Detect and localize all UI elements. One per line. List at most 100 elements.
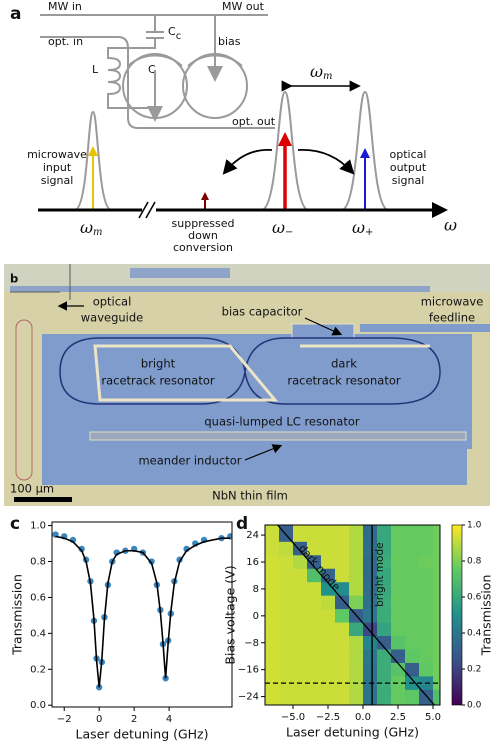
colorbar-tick-label: 0.4 [467, 629, 482, 639]
heatmap-cell [391, 689, 406, 705]
heatmap-cell [293, 662, 308, 677]
colorbar-tick-label: 0.8 [467, 557, 482, 567]
heatmap-cell [391, 582, 406, 597]
mode-line [277, 525, 435, 705]
y-tick-label: 16 [246, 557, 259, 568]
heatmap-cell [419, 622, 434, 637]
heatmap-cell [405, 541, 420, 556]
heatmap-cell [363, 649, 378, 664]
heatmap-cell [377, 649, 392, 664]
heatmap-cell [433, 662, 440, 677]
label: signal [41, 174, 74, 187]
heatmap-cell [349, 595, 364, 610]
heatmap-cell [293, 525, 308, 543]
heatmap-cell [433, 568, 440, 583]
panel-label: b [10, 272, 18, 286]
curve-arrow [297, 149, 355, 175]
heatmap-cell [293, 582, 308, 597]
heatmap-cell [307, 541, 322, 556]
label: optical [390, 148, 427, 161]
y-tick-label: −24 [238, 692, 259, 703]
heatmap-cell [279, 609, 294, 624]
x-tick-label: −2 [57, 714, 72, 725]
heatmap-cell [265, 609, 280, 624]
heatmap-cell [433, 525, 440, 543]
heatmap-cell [363, 541, 378, 556]
heatmap-cell [405, 525, 420, 543]
heatmap-cell [321, 525, 336, 543]
colorbar-tick-label: 0.0 [467, 701, 482, 711]
heatmap-cell [419, 662, 434, 677]
x-axis-label: Laser detuning (GHz) [75, 727, 208, 742]
label: dark [331, 357, 357, 371]
label: quasi-lumped LC resonator [204, 415, 360, 429]
heatmap-cell [321, 555, 336, 570]
label: bias capacitor [222, 305, 303, 319]
heatmap-cell [307, 568, 322, 583]
peak [74, 110, 112, 211]
heatmap-cell [335, 622, 350, 637]
panel-label: d [236, 514, 248, 534]
plot-frame [264, 524, 441, 706]
heatmap-cell [349, 555, 364, 570]
heatmap-cell [377, 662, 392, 677]
label: signal [392, 174, 425, 187]
heatmap-cell [321, 622, 336, 637]
heatmap-cell [335, 689, 350, 705]
heatmap-cell [377, 636, 392, 650]
heatmap-cell [335, 649, 350, 664]
axis-label: ωm [80, 218, 103, 238]
label: conversion [173, 241, 233, 254]
heatmap-cell [433, 555, 440, 570]
heatmap-cell [363, 582, 378, 597]
heatmap-cell [419, 582, 434, 597]
colorbar [451, 524, 463, 706]
heatmap-cell [419, 649, 434, 664]
panel-label: c [10, 514, 20, 534]
heatmap-cell [391, 622, 406, 637]
heatmap-cell [419, 689, 434, 705]
label: microwave [421, 295, 484, 309]
heatmap-cell [363, 525, 378, 543]
label: bias [218, 35, 241, 48]
heatmap-cell [349, 525, 364, 543]
heatmap-cell [349, 636, 364, 650]
heatmap-cell [391, 541, 406, 556]
heatmap-cell [377, 689, 392, 705]
y-tick-label: 0.6 [30, 592, 46, 603]
label: bright [141, 357, 176, 371]
heatmap-cell [363, 595, 378, 610]
heatmap-cell [293, 568, 308, 583]
heatmap-cell [349, 649, 364, 664]
heatmap-cell [279, 568, 294, 583]
plot-frame [51, 521, 233, 708]
heatmap-cell [405, 689, 420, 705]
heatmap-cell [321, 582, 336, 597]
heatmap-cell [321, 689, 336, 705]
heatmap-cell [405, 582, 420, 597]
label: meander inductor [138, 454, 241, 468]
heatmap-cell [433, 541, 440, 556]
label: output [390, 161, 427, 174]
heatmap-cell [293, 649, 308, 664]
heatmap-cell [321, 595, 336, 610]
heatmap-cell [433, 649, 440, 664]
y-axis-label: Bias voltage (V) [223, 565, 238, 664]
y-tick-label: 0.8 [30, 557, 46, 568]
heatmap-cell [265, 568, 280, 583]
heatmap-cell [405, 636, 420, 650]
x-tick-label: −5.0 [281, 712, 305, 723]
heatmap-cell [377, 555, 392, 570]
label: opt. in [48, 35, 83, 48]
heatmap-cell [419, 595, 434, 610]
heatmap-cell [307, 609, 322, 624]
heatmap-cell [279, 582, 294, 597]
heatmap-cell [335, 582, 350, 597]
heatmap-cell [293, 555, 308, 570]
x-tick-label: 2.5 [390, 712, 406, 723]
plot-area [52, 531, 232, 691]
label: ωm [310, 62, 333, 82]
label: opt. out [232, 115, 276, 128]
heatmap-cell [279, 525, 294, 543]
